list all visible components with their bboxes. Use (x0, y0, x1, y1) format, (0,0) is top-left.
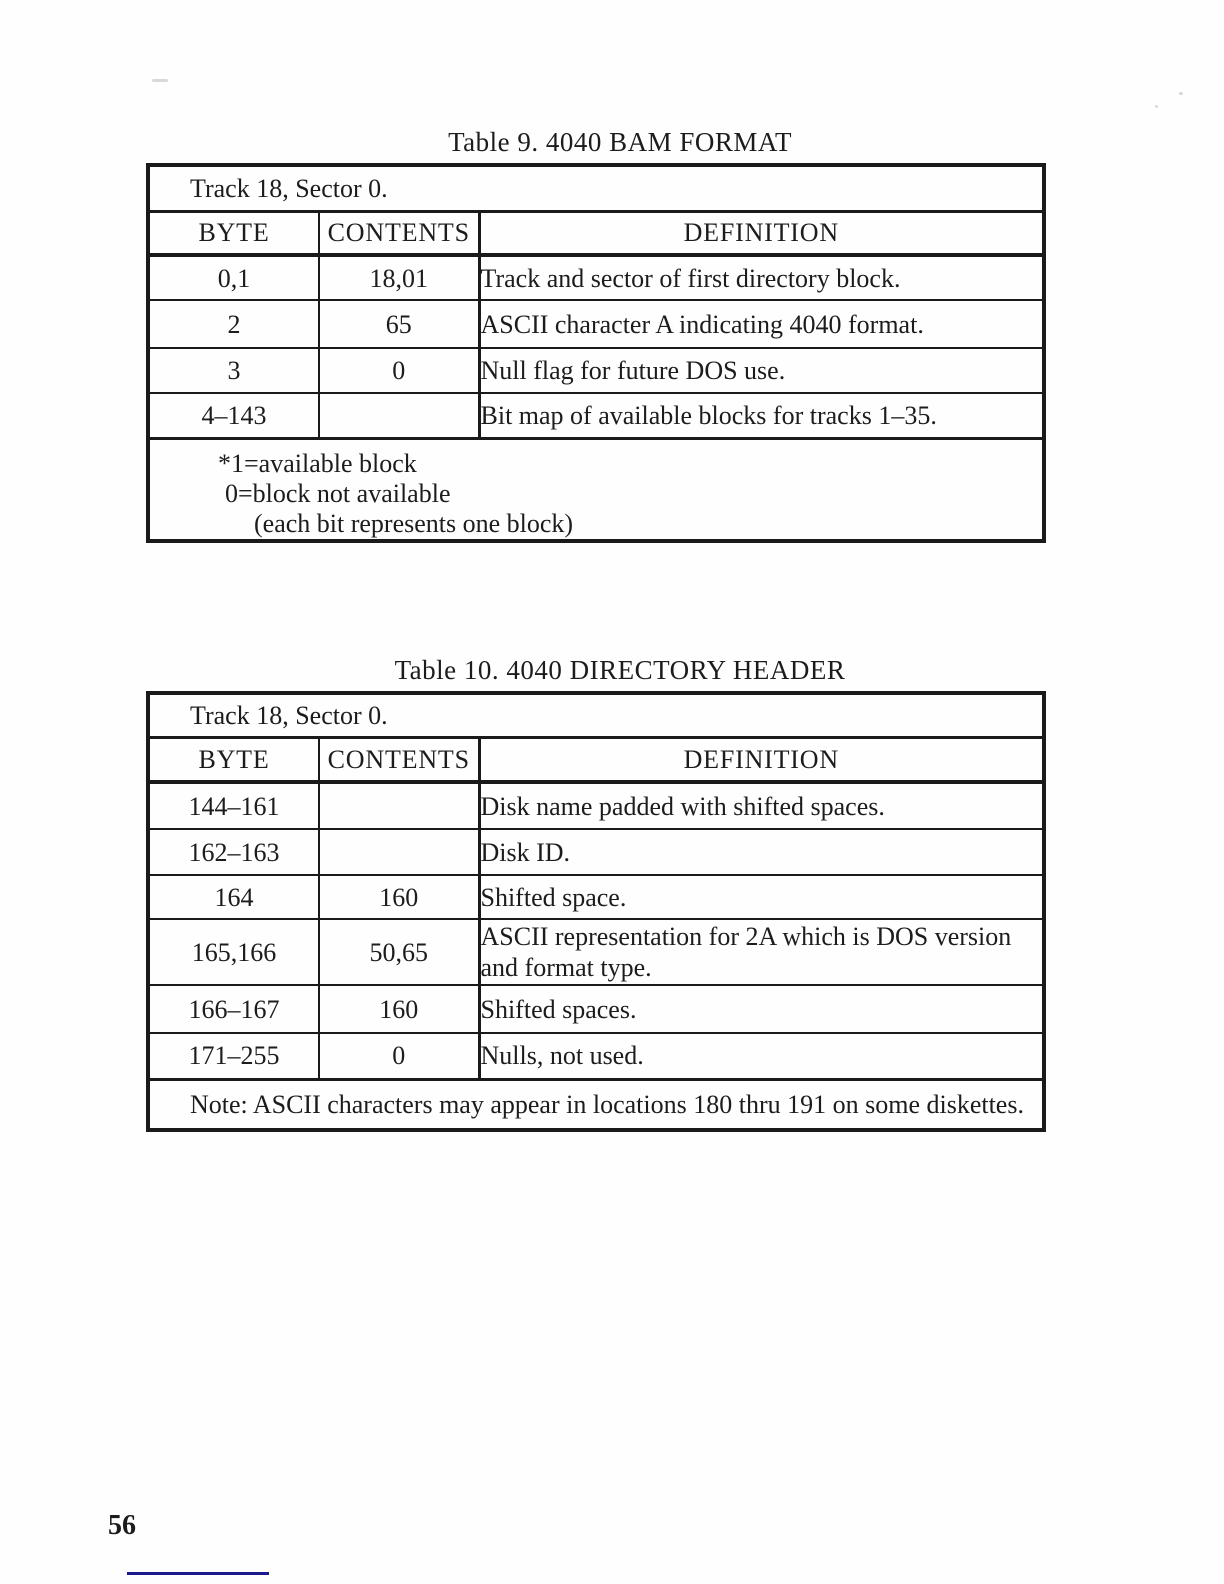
column-header-byte: BYTE (148, 211, 320, 257)
contents-cell: 50,65 (319, 919, 481, 986)
column-header-definition: DEFINITION (479, 737, 1044, 784)
contents-cell (319, 393, 481, 439)
byte-cell: 3 (148, 348, 320, 394)
definition-cell: Disk name padded with shifted spaces. (479, 782, 1044, 830)
scan-artifact (152, 79, 168, 82)
definition-cell: Nulls, not used. (479, 1033, 1044, 1080)
definition-cell: Shifted spaces. (479, 985, 1044, 1034)
contents-cell: 0 (319, 1033, 481, 1080)
table-row: 3 0 Null flag for future DOS use. (148, 348, 1044, 394)
table-footnote-row: *1=available block 0=block not available… (148, 436, 1044, 541)
table-row: 2 65 ASCII character A indicating 4040 f… (148, 300, 1044, 349)
table-note: Note: ASCII characters may appear in loc… (148, 1077, 1044, 1130)
table9-bam-format: Track 18, Sector 0. BYTE CONTENTS DEFINI… (146, 163, 1046, 543)
definition-cell: Null flag for future DOS use. (479, 348, 1044, 394)
contents-cell (319, 829, 481, 876)
byte-cell: 171–255 (148, 1033, 320, 1080)
footnote-line: 0=block not available (225, 478, 451, 508)
definition-cell: Disk ID. (479, 829, 1044, 876)
table-footnote: *1=available block 0=block not available… (148, 436, 1044, 541)
byte-cell: 166–167 (148, 985, 320, 1034)
table10-directory-header: Track 18, Sector 0. BYTE CONTENTS DEFINI… (146, 691, 1046, 1132)
column-header-contents: CONTENTS (319, 737, 481, 784)
table10-title: Table 10. 4040 DIRECTORY HEADER (394, 655, 846, 685)
track-sector-header: Track 18, Sector 0. (148, 165, 1044, 213)
definition-cell: ASCII character A indicating 4040 format… (479, 300, 1044, 349)
table-header-row: BYTE CONTENTS DEFINITION (148, 211, 1044, 257)
byte-cell: 0,1 (148, 255, 320, 301)
column-header-definition: DEFINITION (479, 211, 1044, 257)
definition-cell: ASCII representation for 2A which is DOS… (479, 919, 1044, 986)
contents-cell (319, 782, 481, 830)
contents-cell: 18,01 (319, 255, 481, 301)
byte-cell: 2 (148, 300, 320, 349)
table-row: Track 18, Sector 0. (148, 165, 1044, 213)
footer-rule (127, 1572, 269, 1575)
table-row: Track 18, Sector 0. (148, 693, 1044, 739)
footnote-line: (each bit represents one block) (254, 508, 574, 538)
definition-cell: Bit map of available blocks for tracks 1… (479, 393, 1044, 439)
scan-artifact (1155, 105, 1158, 108)
track-sector-header: Track 18, Sector 0. (148, 693, 1044, 739)
table-row: 4–143 Bit map of available blocks for tr… (148, 393, 1044, 439)
byte-cell: 165,166 (148, 919, 320, 986)
table-row: 164 160 Shifted space. (148, 875, 1044, 920)
byte-cell: 162–163 (148, 829, 320, 876)
page-number: 56 (108, 1510, 136, 1541)
contents-cell: 160 (319, 875, 481, 920)
table-note-row: Note: ASCII characters may appear in loc… (148, 1077, 1044, 1130)
table-row: 165,166 50,65 ASCII representation for 2… (148, 919, 1044, 986)
table-header-row: BYTE CONTENTS DEFINITION (148, 737, 1044, 784)
definition-cell: Shifted space. (479, 875, 1044, 920)
table-row: 0,1 18,01 Track and sector of first dire… (148, 255, 1044, 301)
contents-cell: 160 (319, 985, 481, 1034)
table-row: 162–163 Disk ID. (148, 829, 1044, 876)
contents-cell: 65 (319, 300, 481, 349)
contents-cell: 0 (319, 348, 481, 394)
table-row: 166–167 160 Shifted spaces. (148, 985, 1044, 1034)
table-row: 144–161 Disk name padded with shifted sp… (148, 782, 1044, 830)
byte-cell: 164 (148, 875, 320, 920)
definition-cell: Track and sector of first directory bloc… (479, 255, 1044, 301)
table-row: 171–255 0 Nulls, not used. (148, 1033, 1044, 1080)
byte-cell: 144–161 (148, 782, 320, 830)
table9-title: Table 9. 4040 BAM FORMAT (448, 127, 792, 157)
column-header-byte: BYTE (148, 737, 320, 784)
footnote-line: *1=available block (218, 448, 417, 478)
byte-cell: 4–143 (148, 393, 320, 439)
scan-artifact (1179, 92, 1183, 95)
column-header-contents: CONTENTS (319, 211, 481, 257)
